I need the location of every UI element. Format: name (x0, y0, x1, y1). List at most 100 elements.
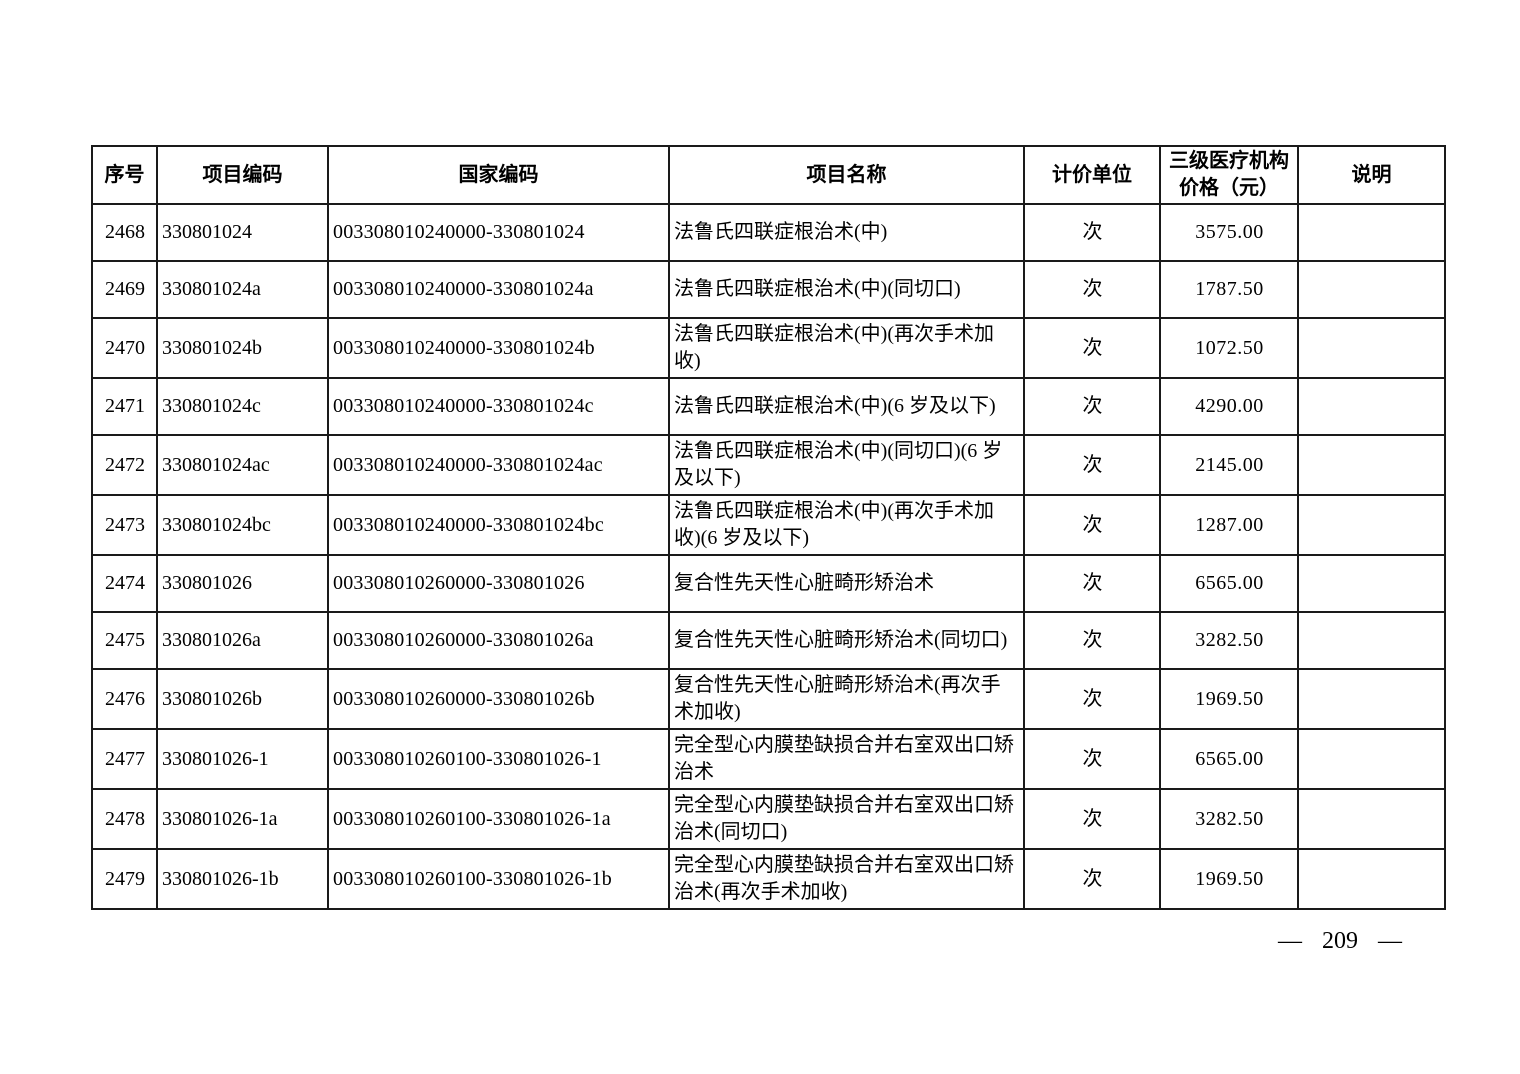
header-seq: 序号 (91, 145, 158, 205)
cell-project-name: 法鲁氏四联症根治术(中)(再次手术加收)(6 岁及以下) (668, 494, 1025, 556)
cell-note (1297, 668, 1446, 730)
cell-seq: 2473 (91, 494, 158, 556)
cell-project-code: 330801026-1a (156, 788, 329, 850)
cell-project-name: 复合性先天性心脏畸形矫治术(再次手术加收) (668, 668, 1025, 730)
cell-note (1297, 611, 1446, 670)
cell-unit: 次 (1023, 788, 1161, 850)
cell-project-code: 330801024 (156, 203, 329, 262)
table-row: 2473 330801024bc 003308010240000-3308010… (91, 494, 1446, 556)
cell-national-code: 003308010260100-330801026-1 (327, 728, 670, 790)
cell-project-code: 330801024a (156, 260, 329, 319)
cell-project-name: 法鲁氏四联症根治术(中)(再次手术加收) (668, 317, 1025, 379)
cell-project-code: 330801026-1 (156, 728, 329, 790)
header-project-name: 项目名称 (668, 145, 1025, 205)
cell-seq: 2472 (91, 434, 158, 496)
cell-note (1297, 788, 1446, 850)
cell-unit: 次 (1023, 554, 1161, 613)
cell-unit: 次 (1023, 317, 1161, 379)
table-row: 2475 330801026a 003308010260000-33080102… (91, 611, 1446, 670)
cell-price: 1787.50 (1159, 260, 1299, 319)
cell-note (1297, 434, 1446, 496)
table-row: 2472 330801024ac 003308010240000-3308010… (91, 434, 1446, 496)
cell-note (1297, 494, 1446, 556)
cell-project-name: 法鲁氏四联症根治术(中)(同切口)(6 岁及以下) (668, 434, 1025, 496)
cell-unit: 次 (1023, 203, 1161, 262)
cell-project-name: 复合性先天性心脏畸形矫治术 (668, 554, 1025, 613)
table-row: 2471 330801024c 003308010240000-33080102… (91, 377, 1446, 436)
cell-seq: 2468 (91, 203, 158, 262)
table-row: 2468 330801024 003308010240000-330801024… (91, 203, 1446, 262)
cell-national-code: 003308010260000-330801026 (327, 554, 670, 613)
header-project-code: 项目编码 (156, 145, 329, 205)
cell-national-code: 003308010240000-330801024 (327, 203, 670, 262)
cell-unit: 次 (1023, 377, 1161, 436)
cell-note (1297, 260, 1446, 319)
cell-project-code: 330801024b (156, 317, 329, 379)
cell-national-code: 003308010260100-330801026-1b (327, 848, 670, 910)
cell-national-code: 003308010260000-330801026a (327, 611, 670, 670)
cell-project-name: 法鲁氏四联症根治术(中)(6 岁及以下) (668, 377, 1025, 436)
cell-unit: 次 (1023, 494, 1161, 556)
cell-seq: 2479 (91, 848, 158, 910)
table-row: 2479 330801026-1b 003308010260100-330801… (91, 848, 1446, 910)
cell-national-code: 003308010240000-330801024ac (327, 434, 670, 496)
cell-seq: 2477 (91, 728, 158, 790)
cell-project-name: 复合性先天性心脏畸形矫治术(同切口) (668, 611, 1025, 670)
cell-note (1297, 848, 1446, 910)
cell-note (1297, 728, 1446, 790)
cell-project-code: 330801024bc (156, 494, 329, 556)
cell-seq: 2469 (91, 260, 158, 319)
cell-project-code: 330801024ac (156, 434, 329, 496)
cell-seq: 2475 (91, 611, 158, 670)
cell-price: 1969.50 (1159, 848, 1299, 910)
cell-project-code: 330801026a (156, 611, 329, 670)
cell-price: 3575.00 (1159, 203, 1299, 262)
cell-seq: 2478 (91, 788, 158, 850)
cell-national-code: 003308010240000-330801024bc (327, 494, 670, 556)
cell-national-code: 003308010240000-330801024a (327, 260, 670, 319)
cell-note (1297, 377, 1446, 436)
cell-note (1297, 554, 1446, 613)
cell-project-name: 完全型心内膜垫缺损合并右室双出口矫治术 (668, 728, 1025, 790)
cell-unit: 次 (1023, 728, 1161, 790)
cell-project-code: 330801024c (156, 377, 329, 436)
table-row: 2470 330801024b 003308010240000-33080102… (91, 317, 1446, 379)
cell-project-name: 完全型心内膜垫缺损合并右室双出口矫治术(同切口) (668, 788, 1025, 850)
cell-unit: 次 (1023, 434, 1161, 496)
header-unit: 计价单位 (1023, 145, 1161, 205)
table-header-row: 序号 项目编码 国家编码 项目名称 计价单位 三级医疗机构 价格（元） 说明 (91, 145, 1446, 205)
cell-price: 2145.00 (1159, 434, 1299, 496)
cell-price: 1072.50 (1159, 317, 1299, 379)
cell-unit: 次 (1023, 848, 1161, 910)
cell-price: 3282.50 (1159, 788, 1299, 850)
cell-project-code: 330801026 (156, 554, 329, 613)
table-row: 2476 330801026b 003308010260000-33080102… (91, 668, 1446, 730)
cell-project-name: 法鲁氏四联症根治术(中) (668, 203, 1025, 262)
cell-unit: 次 (1023, 668, 1161, 730)
cell-project-code: 330801026-1b (156, 848, 329, 910)
cell-seq: 2474 (91, 554, 158, 613)
header-national-code: 国家编码 (327, 145, 670, 205)
cell-price: 1969.50 (1159, 668, 1299, 730)
header-price: 三级医疗机构 价格（元） (1159, 145, 1299, 205)
cell-note (1297, 317, 1446, 379)
cell-seq: 2476 (91, 668, 158, 730)
cell-price: 3282.50 (1159, 611, 1299, 670)
table-row: 2474 330801026 003308010260000-330801026… (91, 554, 1446, 613)
medical-price-table: 序号 项目编码 国家编码 项目名称 计价单位 三级医疗机构 价格（元） 说明 2… (91, 145, 1446, 910)
cell-unit: 次 (1023, 611, 1161, 670)
cell-national-code: 003308010260000-330801026b (327, 668, 670, 730)
cell-note (1297, 203, 1446, 262)
cell-seq: 2470 (91, 317, 158, 379)
cell-price: 1287.00 (1159, 494, 1299, 556)
header-note: 说明 (1297, 145, 1446, 205)
cell-seq: 2471 (91, 377, 158, 436)
cell-national-code: 003308010240000-330801024b (327, 317, 670, 379)
cell-project-code: 330801026b (156, 668, 329, 730)
table-row: 2477 330801026-1 003308010260100-3308010… (91, 728, 1446, 790)
cell-price: 6565.00 (1159, 728, 1299, 790)
table-row: 2478 330801026-1a 003308010260100-330801… (91, 788, 1446, 850)
cell-price: 4290.00 (1159, 377, 1299, 436)
cell-price: 6565.00 (1159, 554, 1299, 613)
